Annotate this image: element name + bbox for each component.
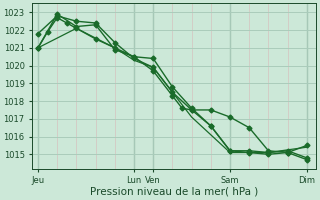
X-axis label: Pression niveau de la mer( hPa ): Pression niveau de la mer( hPa ) — [90, 187, 259, 197]
